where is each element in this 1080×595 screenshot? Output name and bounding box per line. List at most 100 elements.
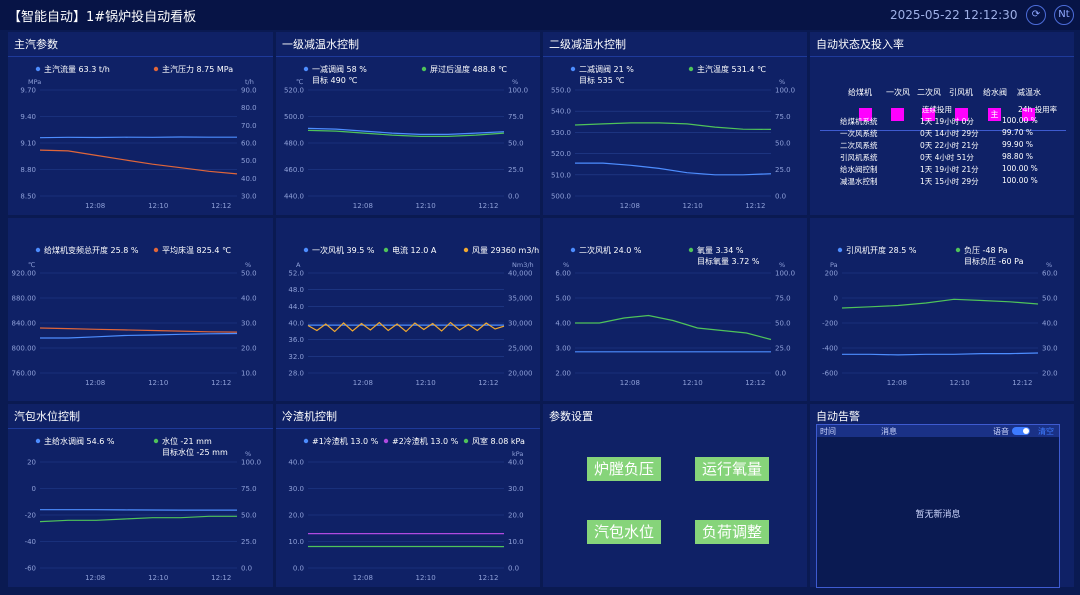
- y-tick-left: 500.0: [284, 113, 304, 121]
- axis-unit-right: kPa: [512, 450, 523, 458]
- status-header-coal: 给煤机: [848, 88, 872, 97]
- alarm-list[interactable]: 时间 消息 语音 清空 暂无新消息: [816, 424, 1060, 588]
- legend-label: 电流 12.0 A: [392, 245, 437, 255]
- axis-unit-left: ℃: [296, 78, 303, 86]
- status-cell-dur: 1天 15小时 29分: [920, 177, 979, 186]
- series-line: [39, 149, 238, 175]
- load-adjust-button[interactable]: 负荷调整: [695, 520, 769, 544]
- axis-unit-right: %: [1046, 261, 1052, 269]
- y-tick-left: 840.00: [12, 320, 37, 328]
- x-tick: 12:12: [478, 574, 498, 582]
- series-line: [307, 129, 505, 138]
- x-tick: 12:10: [148, 574, 168, 582]
- legend-marker: [688, 247, 694, 253]
- series-line: [842, 352, 1039, 356]
- nh-logo-icon[interactable]: Nt: [1054, 5, 1074, 25]
- series-line: [841, 298, 1039, 309]
- legend-label: 负压 -48 Pa: [964, 245, 1008, 255]
- y-tick-right: 50.0: [775, 140, 791, 148]
- y-tick-right: 10.0: [508, 538, 524, 546]
- y-tick-left: 500.0: [551, 193, 571, 201]
- refresh-icon[interactable]: ⟳: [1026, 5, 1046, 25]
- legend-label: #1冷渣机 13.0 %: [312, 436, 379, 446]
- legend-target: 目标 535 ℃: [579, 75, 624, 85]
- x-tick: 12:08: [85, 202, 105, 210]
- chart-secondary-fan: 二次风机 24.0 % 氧量 3.34 %目标氧量 3.72 %% %6.005.0…: [555, 245, 795, 387]
- alarm-empty-message: 暂无新消息: [915, 510, 961, 520]
- x-tick: 12:12: [745, 379, 765, 387]
- panel-primary-fan: 一次风机 39.5 % 电流 12.0 A 风量 29360 m3/h A Nm3/h 5…: [276, 218, 540, 401]
- x-tick: 12:12: [211, 379, 231, 387]
- legend-label: 二减调阀 21 %: [579, 64, 634, 74]
- y-tick-left: 760.00: [12, 370, 37, 378]
- y-tick-right: 50.0: [775, 320, 791, 328]
- divider: [276, 428, 540, 429]
- y-tick-left: 520.0: [284, 87, 304, 95]
- legend-marker: [35, 66, 41, 72]
- y-tick-right: 50.0: [241, 157, 257, 165]
- legend-marker: [35, 247, 41, 253]
- status-cell-name: 二次风系统: [840, 141, 878, 150]
- alarm-col-message: 消息: [881, 427, 897, 436]
- furnace-pressure-button[interactable]: 炉膛负压: [587, 457, 661, 481]
- drum-level-button[interactable]: 汽包水位: [587, 520, 661, 544]
- y-tick-left: -40: [25, 538, 36, 546]
- y-tick-right: 25.0: [241, 538, 257, 546]
- legend-marker: [463, 247, 469, 253]
- axis-unit-right: %: [512, 78, 518, 86]
- oxygen-button[interactable]: 运行氧量: [695, 457, 769, 481]
- x-tick: 12:12: [478, 379, 498, 387]
- y-tick-right: 0.0: [508, 565, 519, 573]
- status-header-secondary-air: 二次风: [917, 88, 941, 97]
- x-tick: 12:10: [416, 574, 436, 582]
- x-tick: 12:12: [478, 202, 498, 210]
- y-tick-right: 100.0: [775, 270, 795, 278]
- y-tick-left: -200: [822, 320, 838, 328]
- panel-title: 冷渣机控制: [282, 410, 337, 423]
- y-tick-right: 35,000: [508, 295, 533, 303]
- axis-unit-right: %: [779, 78, 785, 86]
- y-tick-right: 30.0: [508, 485, 524, 493]
- x-tick: 12:08: [353, 202, 373, 210]
- y-tick-left: 200: [825, 270, 838, 278]
- y-tick-left: 40.0: [288, 320, 304, 328]
- panel-auto-status: 自动状态及投入率 给煤机 一次风 二次风 引风机 给水阀 减温水 主 连续投用 …: [810, 32, 1074, 215]
- legend-label: 给煤机变频总开度 25.8 %: [44, 245, 139, 255]
- y-tick-right: 80.0: [241, 104, 257, 112]
- y-tick-right: 50.0: [1042, 295, 1058, 303]
- axis-unit-right: %: [245, 261, 251, 269]
- y-tick-left: 9.10: [20, 140, 36, 148]
- y-tick-left: 0.0: [293, 565, 304, 573]
- axis-unit-right: %: [779, 261, 785, 269]
- panel-id-fan: 引风机开度 28.5 % 负压 -48 Pa 目标负压 -60 Pa Pa% 200 0 -…: [810, 218, 1074, 401]
- clear-button[interactable]: 清空: [1038, 427, 1054, 436]
- y-tick-left: 880.00: [12, 295, 37, 303]
- legend-marker: [688, 66, 694, 72]
- series-line: [40, 332, 238, 339]
- legend-target: 目标负压 -60 Pa: [964, 256, 1024, 266]
- y-tick-left: -600: [822, 370, 838, 378]
- legend-label: 主汽压力 8.75 MPa: [162, 64, 233, 74]
- status-indicator-desuper: [1022, 108, 1035, 121]
- status-header-desuper: 减温水: [1017, 88, 1041, 97]
- chart-primary-fan: 一次风机 39.5 % 电流 12.0 A 风量 29360 m3/h A Nm3/h 5…: [288, 245, 539, 387]
- legend-label: #2冷渣机 13.0 %: [392, 436, 459, 446]
- status-cell-rate: 98.80 %: [1002, 152, 1033, 161]
- y-tick-left: 8.80: [20, 166, 36, 174]
- y-tick-right: 75.0: [241, 485, 257, 493]
- y-tick-left: -20: [25, 512, 36, 520]
- legend-marker: [35, 438, 41, 444]
- legend-target: 目标水位 -25 mm: [162, 447, 228, 457]
- panel-title: 自动告警: [816, 410, 860, 423]
- y-tick-right: 60.0: [1042, 270, 1058, 278]
- y-tick-left: 32.0: [288, 353, 304, 361]
- legend-marker: [463, 438, 469, 444]
- y-tick-right: 60.0: [241, 140, 257, 148]
- legend-label: 风室 8.08 kPa: [472, 436, 525, 446]
- legend-marker: [837, 247, 843, 253]
- legend-label: 主给水调阀 54.6 %: [44, 436, 115, 446]
- voice-toggle[interactable]: [1012, 427, 1030, 435]
- y-tick-left: 8.50: [20, 193, 36, 201]
